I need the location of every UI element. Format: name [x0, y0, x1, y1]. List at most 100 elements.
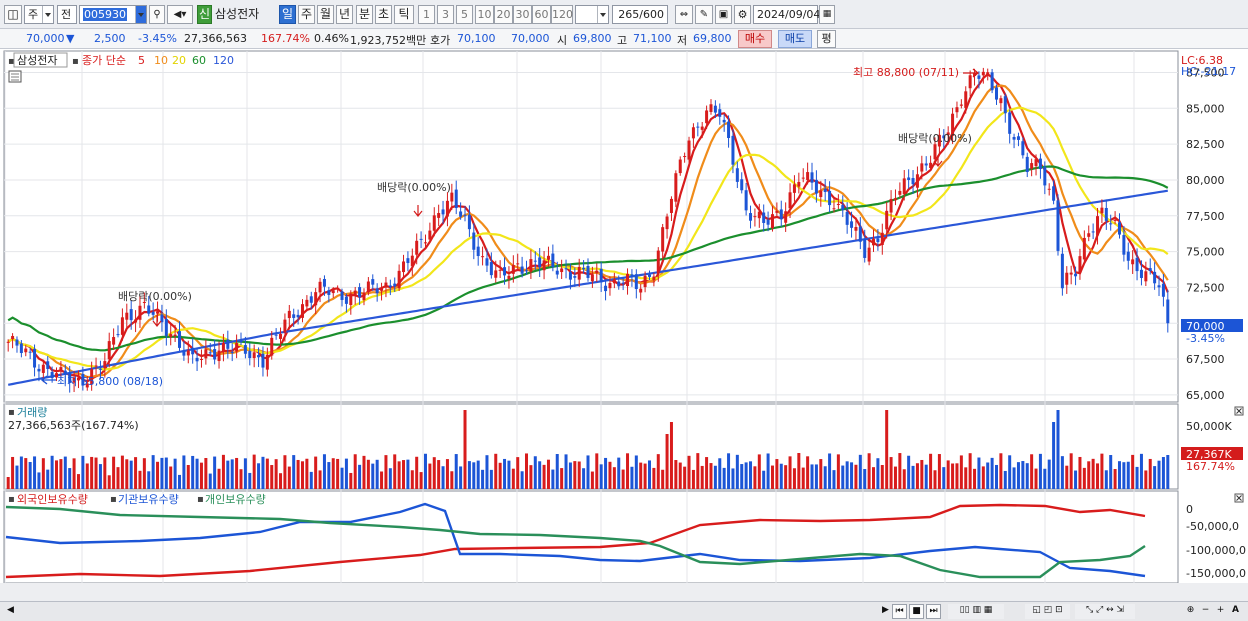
count-button-30[interactable]: 30	[513, 5, 532, 24]
candle-body	[568, 272, 572, 280]
count-button-5[interactable]: 5	[456, 5, 473, 24]
volume-bar	[784, 465, 788, 489]
volume-bar	[270, 465, 274, 489]
type-select[interactable]: 주	[24, 5, 54, 24]
volume-bar	[138, 470, 142, 489]
calculator-icon[interactable]	[8, 70, 22, 83]
chart-svg[interactable]: 87,500 85,000 82,500 80,000 77,500 75,000 72,5…	[0, 49, 1248, 601]
count-button-20[interactable]: 20	[494, 5, 513, 24]
candle-body	[727, 121, 731, 139]
legend-individual: 개인보유수량	[205, 493, 266, 506]
period-tab-month[interactable]: 월	[317, 5, 334, 24]
count-button-120[interactable]: 120	[551, 5, 573, 24]
volume-bar	[384, 455, 388, 489]
volume-bar	[371, 463, 375, 489]
period-tab-second[interactable]: 초	[375, 5, 392, 24]
speaker-icon[interactable]: ◀▾	[167, 5, 193, 24]
count-button-60[interactable]: 60	[532, 5, 551, 24]
chart-scrollbar[interactable]: ◀ ▶ ⏮ ■ ⏭ ▯▯ ▥ ▦ ◱ ◰ ⊡ ⤡ ⤢ ↔ ⇲ ⊕ − + A	[0, 601, 1248, 621]
credit-badge[interactable]: 신	[197, 5, 212, 24]
candle-body	[691, 127, 695, 139]
window-menu-icon[interactable]: ◫	[4, 5, 22, 24]
quote-open: 69,800	[573, 32, 612, 45]
candle-body	[788, 192, 792, 209]
zoom-icon[interactable]: ⇔	[675, 5, 693, 24]
candle-body	[1060, 253, 1064, 289]
volume-bar	[454, 454, 458, 489]
fast-forward-icon[interactable]: ⏭	[926, 604, 941, 619]
save-icon[interactable]: ▣	[715, 5, 732, 24]
view-count-field[interactable]: 265/600	[612, 5, 668, 24]
candle-body	[169, 334, 173, 337]
candle-body	[90, 369, 94, 385]
view-layout-icons[interactable]: ▯▯ ▥ ▦	[948, 604, 1004, 619]
period-tab-tick[interactable]: 틱	[394, 5, 414, 24]
evaluate-button[interactable]: 평	[817, 30, 836, 48]
candle-body	[867, 247, 871, 262]
candle-body	[476, 246, 480, 257]
volume-bar	[472, 462, 476, 489]
volume-bar	[915, 463, 919, 489]
volume-bar	[402, 460, 406, 489]
period-tab-day[interactable]: 일	[279, 5, 296, 24]
draw-tool-icons[interactable]: ◱ ◰ ⊡	[1025, 604, 1070, 619]
zoom-in-icon[interactable]: +	[1216, 605, 1225, 615]
edit-icon[interactable]: ✎	[695, 5, 713, 24]
dividend-arrow-icon	[933, 155, 943, 167]
custom-count-select[interactable]	[575, 5, 609, 24]
holdings-y-tick-2: -100,000,0	[1186, 544, 1246, 557]
candle-body	[973, 73, 977, 76]
candle-body	[823, 188, 827, 192]
scroll-left-icon[interactable]: ◀	[7, 605, 14, 615]
candle-body	[340, 291, 344, 300]
calendar-icon[interactable]: ▦	[819, 5, 835, 24]
volume-bar	[423, 453, 427, 489]
market-button[interactable]: 전	[57, 5, 77, 24]
candle-body	[762, 212, 766, 223]
auto-scale-icon[interactable]: A	[1232, 605, 1239, 615]
volume-bar	[173, 458, 177, 489]
period-tab-week[interactable]: 주	[298, 5, 315, 24]
volume-bar	[850, 462, 854, 489]
chevron-down-icon	[42, 6, 53, 23]
scroll-right-icon[interactable]: ▶	[882, 605, 889, 615]
candle-body	[208, 352, 212, 354]
candle-body	[1122, 235, 1126, 255]
volume-bar	[1131, 454, 1135, 489]
volume-bar	[156, 461, 160, 489]
volume-title: 거래량	[17, 406, 47, 419]
cursor-tool-icons[interactable]: ⤡ ⤢ ↔ ⇲	[1075, 604, 1135, 619]
candle-body	[309, 296, 313, 303]
legend-foreign: 외국인보유수량	[17, 493, 88, 506]
volume-bar	[55, 460, 59, 489]
zoom-out-icon[interactable]: −	[1201, 605, 1210, 615]
candle-body	[669, 198, 673, 213]
period-tab-minute[interactable]: 분	[356, 5, 373, 24]
candle-body	[1030, 163, 1034, 169]
date-field[interactable]: 2024/09/04	[753, 5, 820, 24]
stock-code-input[interactable]: 005930	[79, 5, 147, 24]
volume-bar	[1016, 462, 1020, 489]
candle-body	[322, 278, 326, 287]
period-tab-year[interactable]: 년	[336, 5, 353, 24]
candle-body	[525, 270, 529, 272]
candle-body	[915, 174, 919, 188]
count-button-10[interactable]: 10	[475, 5, 494, 24]
stop-icon[interactable]: ■	[909, 604, 924, 619]
volume-bar	[63, 456, 67, 489]
sell-button[interactable]: 매도	[778, 30, 812, 48]
pan-icon[interactable]: ⊕	[1186, 605, 1195, 615]
candle-body	[353, 290, 357, 296]
rewind-icon[interactable]: ⏮	[892, 604, 907, 619]
candle-body	[283, 319, 287, 333]
buy-button[interactable]: 매수	[738, 30, 772, 48]
count-button-3[interactable]: 3	[437, 5, 454, 24]
count-button-1[interactable]: 1	[418, 5, 435, 24]
volume-bar	[353, 454, 357, 489]
search-icon[interactable]: ⚲	[149, 5, 165, 24]
candle-body	[828, 190, 832, 206]
gear-icon[interactable]: ⚙	[734, 5, 751, 24]
holdings-panel-icon: ▪	[8, 494, 15, 505]
volume-bar	[467, 461, 471, 489]
volume-bar	[1012, 467, 1016, 489]
